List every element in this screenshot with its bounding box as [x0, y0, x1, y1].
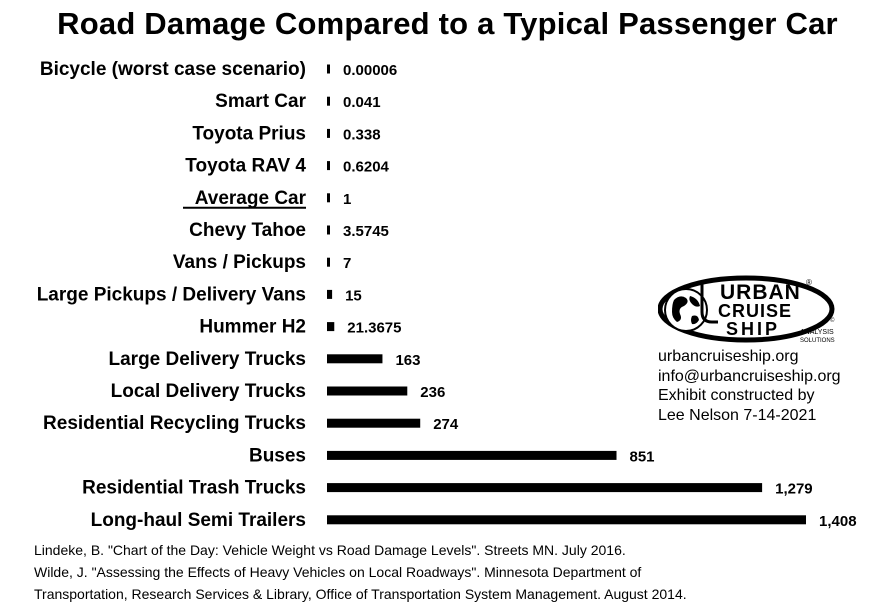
globe-continents — [672, 296, 700, 325]
value-label: 236 — [420, 384, 445, 401]
category-label: Toyota Prius — [192, 123, 306, 144]
value-label: 21.3675 — [347, 320, 401, 337]
value-label: 0.00006 — [343, 62, 397, 79]
logo-sub-analysis: ANALYSIS — [800, 329, 834, 336]
website-text: urbancruiseship.org — [658, 348, 799, 365]
urban-cruise-ship-logo: URBAN CRUISE SHIP ® © ANALYSIS SOLUTIONS — [658, 275, 835, 344]
value-label: 274 — [433, 416, 459, 433]
bar — [327, 289, 333, 299]
logo-sub-solutions: SOLUTIONS — [800, 338, 835, 344]
category-label: Buses — [249, 445, 306, 466]
bar — [327, 225, 330, 235]
source-line-1: Lindeke, B. "Chart of the Day: Vehicle W… — [34, 542, 626, 558]
value-label: 0.338 — [343, 126, 381, 143]
value-label: 15 — [345, 287, 362, 304]
category-label: Local Delivery Trucks — [111, 381, 306, 402]
bar — [327, 161, 330, 171]
bar — [327, 483, 763, 493]
bar — [327, 64, 330, 74]
category-label: Hummer H2 — [199, 317, 306, 338]
value-label: 1,279 — [775, 481, 813, 498]
credit-line-1: Exhibit constructed by — [658, 387, 815, 404]
category-label: Toyota RAV 4 — [185, 156, 306, 177]
bar — [327, 386, 408, 396]
bar — [327, 96, 330, 106]
bar — [327, 450, 617, 460]
bar — [327, 193, 330, 203]
value-label: 851 — [630, 448, 655, 465]
registered-mark: ® — [806, 278, 812, 287]
value-label: 0.6204 — [343, 159, 390, 176]
logo-word-cruise: CRUISE — [718, 301, 792, 321]
value-label: 163 — [395, 352, 420, 369]
category-label: Residential Recycling Trucks — [43, 413, 306, 434]
logo-swoosh-outer — [658, 275, 835, 343]
category-label: Long-haul Semi Trailers — [91, 510, 306, 531]
chart-title: Road Damage Compared to a Typical Passen… — [57, 6, 838, 41]
category-label: Bicycle (worst case scenario) — [40, 59, 306, 80]
value-label: 1 — [343, 191, 351, 208]
bar — [327, 515, 806, 525]
logo-word-ship: SHIP — [726, 319, 780, 339]
source-line-2: Wilde, J. "Assessing the Effects of Heav… — [34, 564, 642, 580]
category-label: Smart Car — [215, 91, 306, 112]
copyright-mark: © — [830, 317, 835, 324]
category-label: Residential Trash Trucks — [82, 478, 306, 499]
bar — [327, 322, 335, 332]
category-label: Average Car — [195, 188, 307, 209]
value-label: 0.041 — [343, 94, 381, 111]
category-label: Chevy Tahoe — [189, 220, 306, 241]
sources-footnote: Lindeke, B. "Chart of the Day: Vehicle W… — [34, 539, 687, 605]
contact-info: urbancruiseship.org info@urbancruiseship… — [658, 347, 841, 425]
logo-u-stroke — [700, 284, 718, 324]
bar — [327, 128, 330, 138]
category-label: Large Delivery Trucks — [109, 349, 307, 370]
category-label: Vans / Pickups — [173, 252, 306, 273]
bar — [327, 257, 330, 267]
value-label: 3.5745 — [343, 223, 389, 240]
source-line-3: Transportation, Research Services & Libr… — [34, 586, 687, 602]
category-label: Large Pickups / Delivery Vans — [37, 284, 306, 305]
email-text: info@urbancruiseship.org — [658, 367, 841, 385]
bar — [327, 418, 421, 428]
logo-word-urban: URBAN — [720, 281, 801, 304]
bar — [327, 354, 383, 364]
value-label: 1,408 — [819, 513, 857, 530]
credit-line-2: Lee Nelson 7-14-2021 — [658, 406, 817, 424]
value-label: 7 — [343, 255, 351, 272]
